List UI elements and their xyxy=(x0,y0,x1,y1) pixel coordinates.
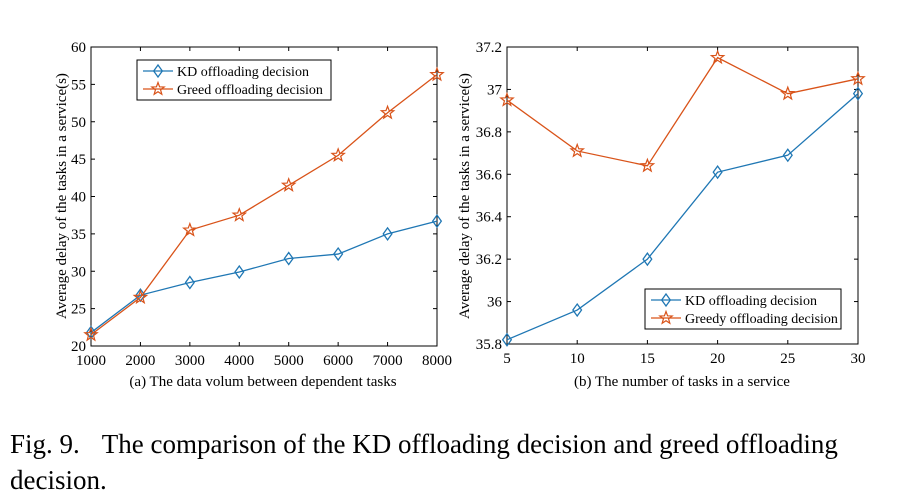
chart-0-y-tick-label: 25 xyxy=(71,302,86,318)
chart-0-series-1-point xyxy=(429,66,445,82)
chart-0-series-1-point xyxy=(330,147,346,163)
chart-0-x-tick-label: 3000 xyxy=(175,353,205,369)
chart-0-series-0-point xyxy=(431,214,443,229)
chart-1-series-1-point xyxy=(850,70,866,86)
chart-1-x-tick-label: 30 xyxy=(851,351,866,367)
chart-b-ylabel: Average delay of the tasks in a service(… xyxy=(457,73,473,319)
chart-1-series-0-point xyxy=(572,302,583,318)
chart-1-series-1-point xyxy=(569,142,586,158)
chart-0-legend-swatch-marker xyxy=(152,63,164,79)
chart-0-series-1-line xyxy=(90,74,438,336)
chart-0-series-1-point xyxy=(231,206,248,222)
chart-a-xlabel: (a) The data volum between dependent tas… xyxy=(129,374,396,390)
chart-0-series-0-line xyxy=(90,220,438,334)
chart-0-x-tick-label: 2000 xyxy=(125,353,155,369)
chart-0-legend-swatch-marker xyxy=(150,80,166,96)
chart-1-series-0-point xyxy=(852,86,864,101)
chart-0-legend-box xyxy=(136,59,332,101)
chart-1-series-0-point xyxy=(642,252,653,267)
chart-1-y-tick-label: 36.8 xyxy=(476,125,502,141)
chart-0-series-1-point xyxy=(379,104,396,120)
chart-0-series-0-point xyxy=(184,275,195,290)
chart-1-y-tick-label: 37.2 xyxy=(476,40,502,56)
chart-1-legend-label: KD offloading decision xyxy=(685,294,817,309)
chart-1-plot-frame xyxy=(506,46,859,345)
chart-0-series-0-point xyxy=(234,264,245,280)
chart-0-series-0-point xyxy=(283,251,294,266)
chart-1-x-tick-label: 15 xyxy=(640,351,655,367)
chart-0-y-tick-label: 50 xyxy=(71,115,86,131)
chart-1-x-tick-label: 20 xyxy=(710,351,725,367)
chart-0-series-1-point xyxy=(83,326,99,342)
chart-0-y-tick-label: 60 xyxy=(71,40,86,56)
chart-0-x-tick-label: 7000 xyxy=(373,353,403,369)
chart-1-series-0-point xyxy=(782,148,793,163)
chart-0-series-0-point xyxy=(382,226,393,241)
figure-caption: Fig. 9. The comparison of the KD offloadi… xyxy=(10,426,915,498)
chart-0-series-1-point xyxy=(280,177,297,192)
chart-1-x-tick-label: 25 xyxy=(780,351,795,367)
chart-1-series-0-point xyxy=(712,165,723,180)
chart-1-legend-swatch-marker xyxy=(658,309,674,325)
chart-0-x-tick-label: 1000 xyxy=(76,353,106,369)
chart-0-legend-label: KD offloading decision xyxy=(177,65,309,80)
chart-0-y-tick-label: 45 xyxy=(71,152,86,168)
chart-1-series-0-line xyxy=(506,93,859,341)
chart-0-series-1-point xyxy=(132,289,149,305)
chart-0-series-1-point xyxy=(182,221,198,237)
chart-1-y-tick-label: 35.8 xyxy=(476,337,502,353)
chart-1-legend-box xyxy=(644,288,842,330)
figure-canvas: Average delay of the tasks in a service(… xyxy=(54,40,866,390)
chart-1-series-1-line xyxy=(506,56,859,167)
chart-0-x-tick-label: 6000 xyxy=(323,353,353,369)
chart-1-legend-swatch-marker xyxy=(660,292,672,308)
chart-1-y-tick-label: 36.4 xyxy=(476,210,503,226)
chart-1-x-tick-label: 5 xyxy=(503,351,511,367)
chart-0-y-tick-label: 40 xyxy=(71,190,86,206)
chart-0-legend-label: Greed offloading decision xyxy=(177,83,323,98)
chart-0-x-tick-label: 4000 xyxy=(224,353,254,369)
caption-label: Fig. 9. xyxy=(10,429,80,459)
chart-0-y-tick-label: 20 xyxy=(71,339,86,355)
chart-0-x-tick-label: 8000 xyxy=(422,353,452,369)
caption-text: The comparison of the KD offloading deci… xyxy=(10,429,838,495)
chart-0-y-tick-label: 30 xyxy=(71,264,86,280)
chart-1-y-tick-label: 36 xyxy=(487,295,503,311)
chart-1-y-tick-label: 37 xyxy=(487,82,503,98)
chart-1-y-tick-label: 36.2 xyxy=(476,252,502,268)
chart-a: Average delay of the tasks in a service(… xyxy=(54,40,452,390)
chart-1-legend-label: Greedy offloading decision xyxy=(685,312,838,327)
chart-0-x-tick-label: 5000 xyxy=(274,353,304,369)
chart-b-xlabel: (b) The number of tasks in a service xyxy=(574,374,790,390)
chart-1-series-1-point xyxy=(709,49,726,65)
chart-1-series-1-point xyxy=(499,91,515,107)
chart-0-series-0-point xyxy=(333,246,344,262)
chart-1-y-tick-label: 36.6 xyxy=(476,167,503,183)
chart-a-ylabel: Average delay of the tasks in a service(… xyxy=(54,73,70,319)
chart-0-y-tick-label: 55 xyxy=(71,77,86,93)
chart-b: Average delay of the tasks in a service(… xyxy=(457,40,866,390)
chart-1-series-1-point xyxy=(779,85,796,101)
chart-1-series-0-point xyxy=(501,332,513,347)
chart-1-x-tick-label: 10 xyxy=(570,351,585,367)
chart-0-series-0-point xyxy=(85,325,97,340)
chart-1-series-1-point xyxy=(639,157,656,173)
chart-0-y-tick-label: 35 xyxy=(71,227,86,243)
